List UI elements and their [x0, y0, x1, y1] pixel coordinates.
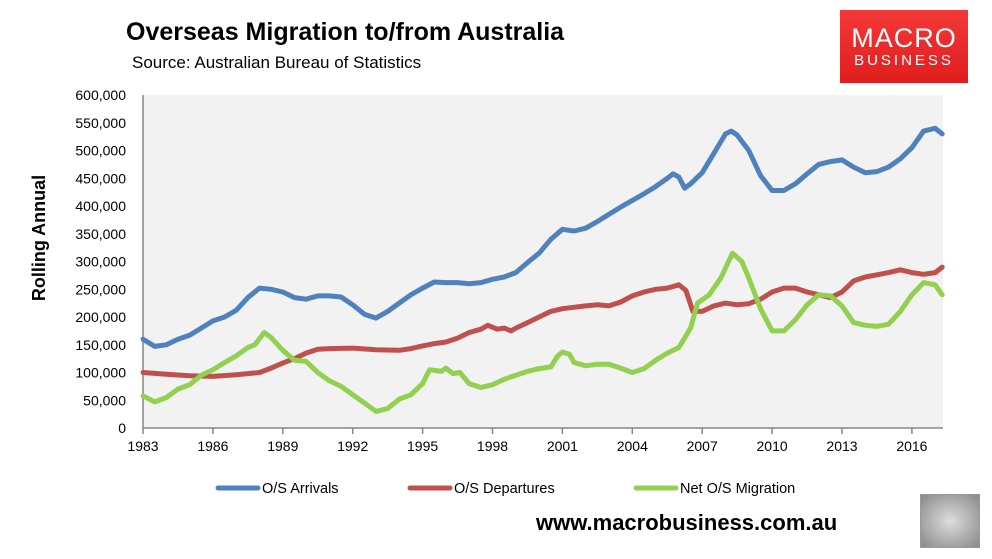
plot-area — [143, 95, 943, 428]
series-line-o-s-arrivals — [140, 125, 945, 349]
x-tick-label: 2007 — [687, 438, 718, 454]
y-tick-label: 400,000 — [75, 198, 126, 214]
y-tick-label: 600,000 — [75, 87, 126, 103]
y-tick-label: 350,000 — [75, 226, 126, 242]
y-tick-label: 150,000 — [75, 337, 126, 353]
y-tick-label: 50,000 — [83, 392, 126, 408]
x-tick-label: 1986 — [197, 438, 228, 454]
y-tick-label: 500,000 — [75, 143, 126, 159]
footer-url: www.macrobusiness.com.au — [536, 510, 838, 535]
chart-subtitle: Source: Australian Bureau of Statistics — [132, 53, 422, 72]
y-tick-label: 100,000 — [75, 365, 126, 381]
wolf-logo-icon — [920, 494, 980, 548]
x-tick-label: 2004 — [617, 438, 648, 454]
legend-label: Net O/S Migration — [680, 481, 795, 497]
legend-label: O/S Arrivals — [262, 481, 339, 497]
x-tick-label: 1989 — [267, 438, 298, 454]
macrobusiness-logo: MACRO BUSINESS — [840, 10, 968, 83]
logo-line2: BUSINESS — [854, 52, 954, 69]
x-tick-label: 1983 — [127, 438, 158, 454]
x-tick-label: 1998 — [477, 438, 508, 454]
x-tick-label: 2013 — [826, 438, 857, 454]
y-axis-title: Rolling Annual — [29, 175, 49, 301]
y-tick-label: 200,000 — [75, 309, 126, 325]
x-tick-label: 2016 — [896, 438, 927, 454]
chart-title: Overseas Migration to/from Australia — [126, 18, 565, 46]
y-tick-label: 0 — [118, 420, 126, 436]
x-tick-label: 2010 — [757, 438, 788, 454]
series-line-net-o-s-migration — [140, 250, 945, 414]
x-tick-label: 2001 — [547, 438, 578, 454]
x-tick-label: 1992 — [337, 438, 368, 454]
logo-line1: MACRO — [851, 23, 957, 53]
y-tick-label: 300,000 — [75, 254, 126, 270]
y-tick-label: 550,000 — [75, 115, 126, 131]
legend-label: O/S Departures — [454, 481, 555, 497]
x-tick-label: 1995 — [407, 438, 438, 454]
y-tick-label: 250,000 — [75, 281, 126, 297]
y-tick-label: 450,000 — [75, 170, 126, 186]
